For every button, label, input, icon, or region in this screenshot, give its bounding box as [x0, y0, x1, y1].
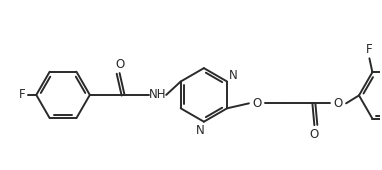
Text: NH: NH [149, 88, 166, 101]
Text: F: F [19, 88, 26, 101]
Text: F: F [366, 43, 373, 56]
Text: N: N [229, 69, 237, 82]
Text: N: N [196, 124, 204, 137]
Text: O: O [115, 58, 124, 71]
Text: O: O [252, 97, 261, 110]
Text: O: O [310, 128, 319, 141]
Text: O: O [333, 97, 343, 110]
